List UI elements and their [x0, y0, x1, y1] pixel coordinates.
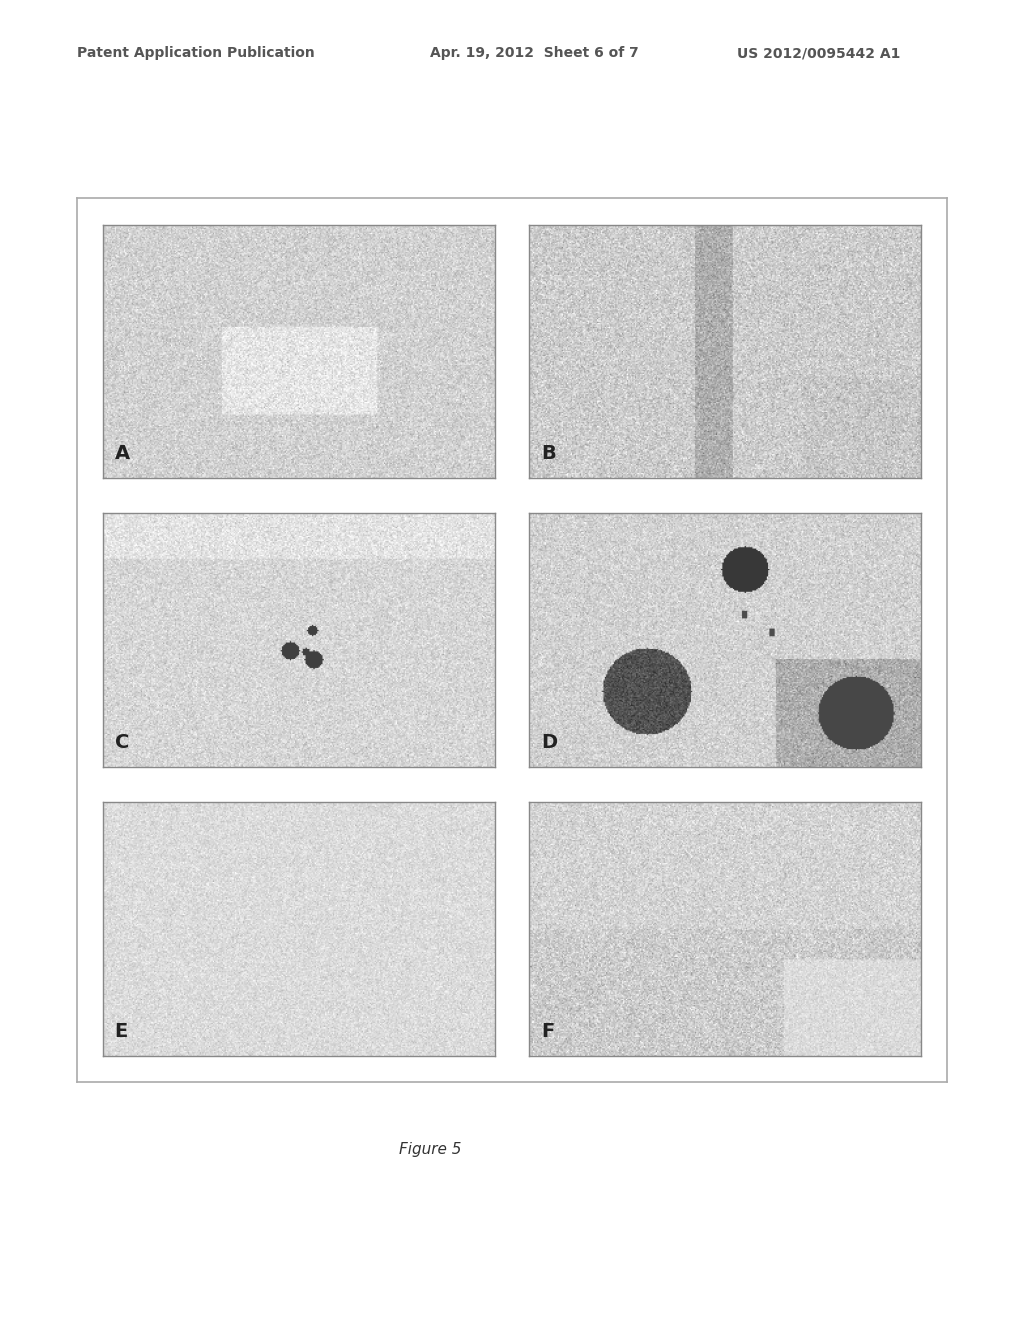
Text: C: C [115, 733, 129, 752]
Text: Patent Application Publication: Patent Application Publication [77, 46, 314, 61]
Text: B: B [541, 444, 556, 463]
Text: Apr. 19, 2012  Sheet 6 of 7: Apr. 19, 2012 Sheet 6 of 7 [430, 46, 639, 61]
Text: D: D [541, 733, 557, 752]
Text: Figure 5: Figure 5 [398, 1142, 462, 1156]
Text: E: E [115, 1022, 128, 1040]
Text: A: A [115, 444, 130, 463]
Text: F: F [541, 1022, 554, 1040]
Text: US 2012/0095442 A1: US 2012/0095442 A1 [737, 46, 901, 61]
